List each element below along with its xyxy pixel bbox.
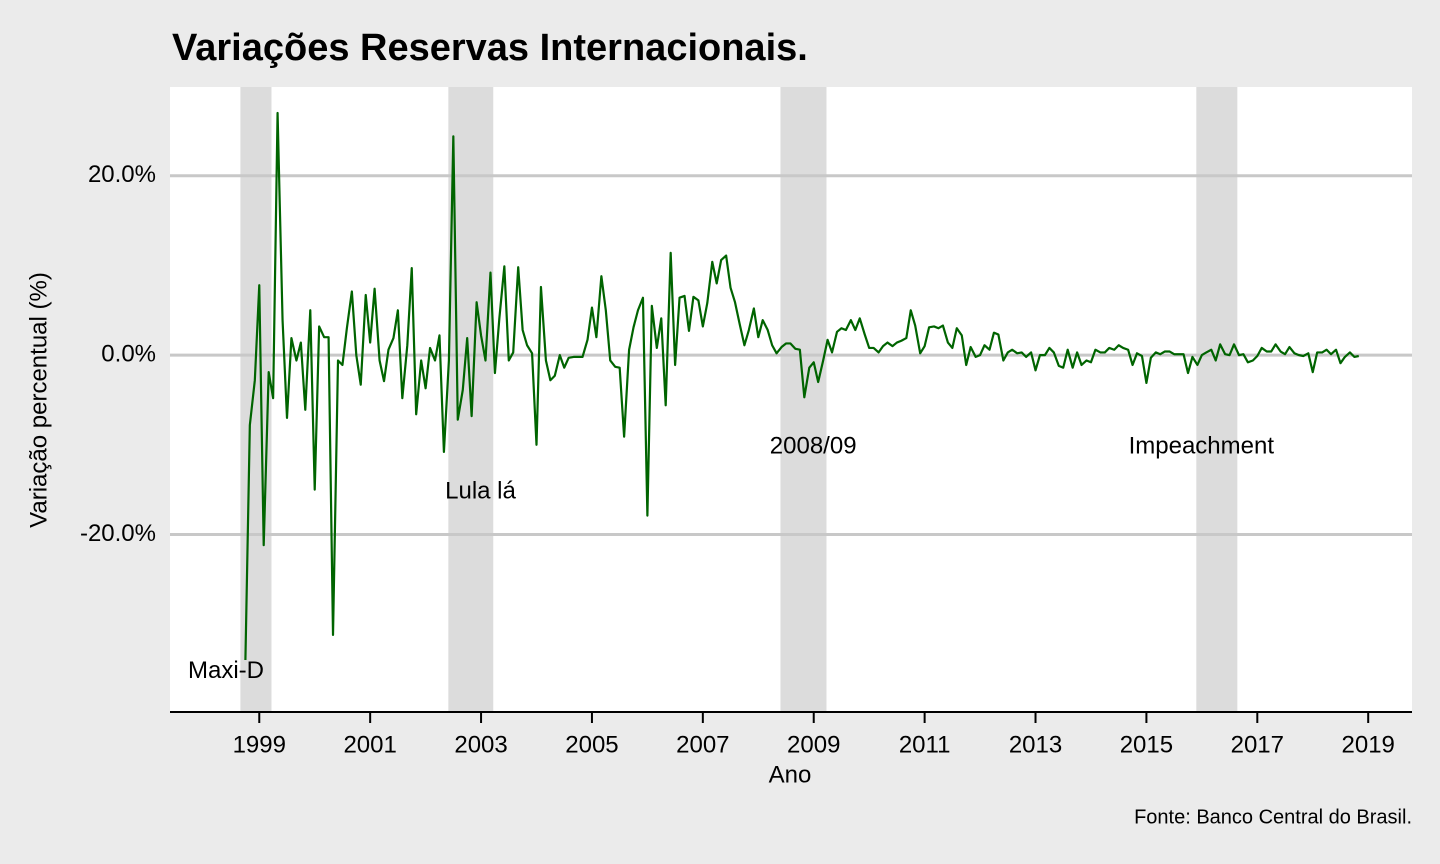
x-tick-label: 2009 (787, 731, 840, 758)
x-tick-label: 2001 (343, 731, 396, 758)
y-tick-label: 20.0% (88, 161, 156, 188)
x-tick-label: 2005 (565, 731, 618, 758)
annotation: 2008/09 (770, 432, 857, 459)
annotation: Maxi-D (188, 657, 264, 684)
caption: Fonte: Banco Central do Brasil. (1134, 806, 1412, 828)
x-tick-label: 2019 (1342, 731, 1395, 758)
x-tick-label: 2007 (676, 731, 729, 758)
x-tick-label: 2003 (454, 731, 507, 758)
shaded-period (780, 87, 827, 712)
shaded-period (1196, 87, 1238, 712)
x-tick-label: 1999 (233, 731, 286, 758)
x-tick-label: 2013 (1009, 731, 1062, 758)
x-tick-label: 2015 (1120, 731, 1173, 758)
x-axis-title: Ano (769, 761, 812, 788)
x-tick-label: 2017 (1231, 731, 1284, 758)
x-tick-label: 2011 (899, 731, 951, 758)
annotation: Lula lá (445, 478, 516, 505)
y-axis-title: Variação percentual (%) (25, 272, 52, 528)
annotation: Impeachment (1129, 432, 1275, 459)
data-line (244, 111, 1359, 661)
y-tick-label: 0.0% (101, 340, 156, 367)
y-tick-label: -20.0% (80, 520, 156, 547)
chart-title: Variações Reservas Internacionais. (172, 27, 808, 69)
